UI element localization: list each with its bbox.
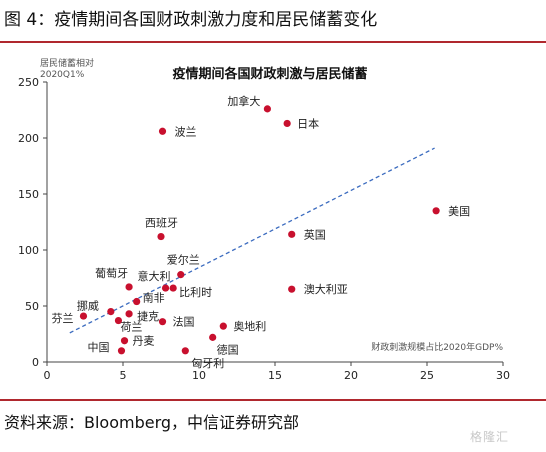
axes: 0 5 10 15 20 25 30 0 50 100 150 200 250 [18,76,510,382]
point-label: 捷克 [137,309,159,323]
x-tick-label: 25 [420,369,434,382]
data-point [219,322,227,330]
x-axis-label: 财政刺激规模占比2020年GDP% [371,341,503,353]
point-label: 奥地利 [233,319,266,333]
x-tick-label: 15 [268,369,282,382]
x-tick-label: 20 [344,369,358,382]
scatter-chart: 疫情期间各国财政刺激与居民储蓄 居民储蓄相对 2020Q1% 财政刺激规模占比2… [18,57,510,382]
point-label: 意大利 [138,269,171,283]
y-tick-label: 200 [18,132,39,145]
point-label: 比利时 [179,286,212,299]
x-tick-label: 0 [44,369,51,382]
source-note: 资料来源：Bloomberg，中信证券研究部 [4,413,300,432]
data-point [263,105,271,113]
point-label: 美国 [448,205,470,218]
bottom-rule [0,399,546,401]
point-label: 丹麦 [133,335,155,348]
point-label: 法国 [173,315,195,329]
y-tick-label: 100 [18,244,39,257]
data-point [288,230,296,238]
data-point [432,207,440,215]
point-label: 挪威 [77,299,99,313]
y-tick-label: 150 [18,188,39,201]
trendline [69,147,435,334]
data-point [161,284,170,292]
y-axis-label-unit: 2020Q1% [40,70,85,80]
point-label: 中国 [87,341,109,354]
point-label: 波兰 [175,125,197,138]
point-label: 芬兰 [51,312,73,325]
trendline-path [69,147,435,334]
point-label: 澳大利亚 [304,282,348,296]
y-axis-label: 居民储蓄相对 [40,57,94,69]
point-label: 荷兰 [120,321,142,334]
top-rule [0,41,546,43]
point-label: 南非 [143,292,165,305]
data-point [169,284,177,292]
data-point [114,316,123,325]
point-label: 日本 [297,116,319,130]
y-tick-label: 0 [32,356,39,369]
point-label: 加拿大 [227,94,260,108]
data-point [283,119,291,128]
data-point [158,318,167,326]
data-point [107,308,115,316]
data-point [125,310,133,318]
y-tick-label: 50 [25,300,39,313]
data-point [125,283,133,291]
point-label: 英国 [304,227,326,241]
data-point [120,337,129,345]
data-point [177,271,185,279]
data-point [157,232,165,241]
x-tick-label: 30 [496,369,510,382]
data-point [158,127,167,135]
point-label: 匈牙利 [191,356,224,370]
data-point [117,347,126,355]
figure-title: 图 4：疫情期间各国财政刺激力度和居民储蓄变化 [4,10,378,30]
point-label: 西班牙 [145,217,178,230]
watermark-logo: 格隆汇 [470,430,510,444]
data-point [79,312,88,320]
data-point [133,297,141,306]
point-label: 德国 [217,342,239,356]
x-tick-label: 10 [192,369,206,382]
chart-title: 疫情期间各国财政刺激与居民储蓄 [172,66,367,82]
point-label: 爱尔兰 [167,254,200,267]
data-point [288,285,296,293]
point-label: 葡萄牙 [95,267,128,280]
data-point [209,333,217,341]
y-tick-label: 250 [18,76,39,89]
data-point [181,347,189,355]
x-tick-label: 5 [120,369,127,382]
